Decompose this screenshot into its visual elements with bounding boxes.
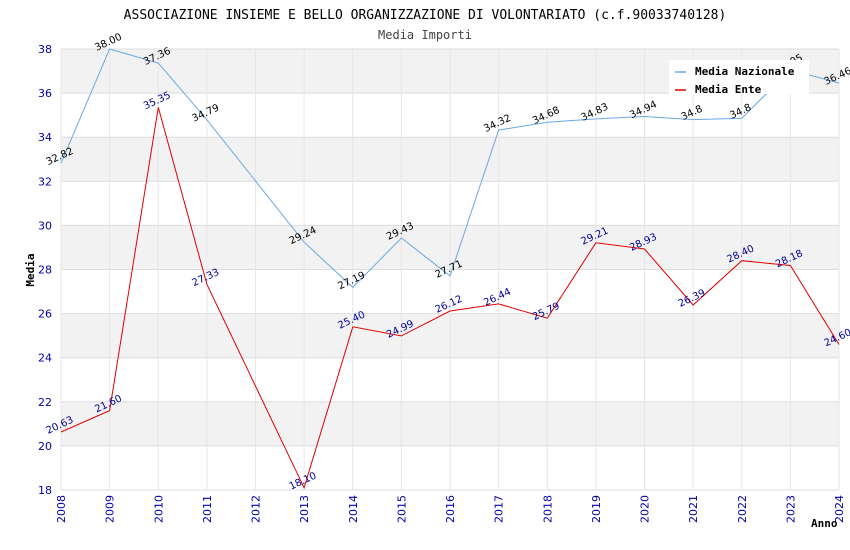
x-tick-label: 2023 [784, 495, 797, 523]
x-tick-label: 2021 [687, 495, 700, 523]
data-label-media-nazionale: 34.94 [628, 99, 659, 121]
x-tick-label: 2014 [347, 495, 360, 523]
x-tick-label: 2020 [639, 495, 652, 523]
data-label-media-nazionale: 34.68 [531, 105, 562, 127]
legend-label-media-nazionale: Media Nazionale [695, 65, 795, 78]
data-label-media-ente: 18.10 [288, 470, 319, 492]
data-label-media-nazionale: 34.8 [680, 104, 705, 123]
data-label-media-nazionale: 27.19 [336, 270, 367, 292]
y-tick-label: 24 [38, 352, 52, 365]
series-lines [60, 48, 840, 490]
x-gridlines [60, 49, 840, 490]
y-tick-label: 20 [38, 440, 52, 453]
x-tick-label: 2015 [395, 495, 408, 523]
x-tick-label: 2010 [152, 495, 165, 523]
x-tick-label: 2008 [55, 495, 68, 523]
y-tick-label: 26 [38, 308, 52, 321]
legend: Media Nazionale Media Ente [669, 60, 809, 96]
y-tick-label: 30 [38, 219, 52, 232]
y-axis-label: Media [24, 253, 37, 286]
x-tick-label: 2022 [736, 495, 749, 523]
x-tick-label: 2024 [833, 495, 846, 523]
data-label-media-ente: 26.12 [434, 294, 465, 316]
data-label-media-nazionale: 34.83 [580, 102, 611, 124]
x-tick-label: 2011 [201, 495, 214, 523]
x-tick-label: 2019 [590, 495, 603, 523]
data-label-media-nazionale: 34.32 [482, 113, 513, 135]
legend-box [669, 60, 809, 94]
x-tick-label: 2017 [493, 495, 506, 523]
data-label-media-ente: 26.44 [482, 287, 513, 309]
y-tick-label: 38 [38, 43, 52, 56]
x-tick-label: 2016 [444, 495, 457, 523]
chart-title: ASSOCIAZIONE INSIEME E BELLO ORGANIZZAZI… [124, 8, 727, 23]
x-tick-label: 2013 [298, 495, 311, 523]
x-tick-label: 2012 [250, 495, 263, 523]
legend-label-media-ente: Media Ente [695, 83, 762, 96]
y-tick-label: 36 [38, 87, 52, 100]
data-label-media-ente: 27.33 [191, 267, 222, 289]
y-tick-label: 18 [38, 484, 52, 497]
y-tick-label: 22 [38, 396, 52, 409]
y-tick-label: 34 [38, 131, 52, 144]
chart-subtitle: Media Importi [378, 28, 472, 42]
x-axis-label: Anno [811, 517, 838, 530]
x-tick-label: 2009 [104, 495, 117, 523]
x-tick-labels: 2008 2009 2010 2011 2012 2013 2014 2015 2016 2017… [55, 495, 846, 523]
series-line-media-nazionale [60, 48, 840, 289]
series-line-media-ente [60, 107, 840, 490]
y-tick-labels: 18 20 22 24 26 28 30 32 34 36 38 [38, 43, 52, 497]
x-tick-label: 2018 [541, 495, 554, 523]
y-tick-label: 32 [38, 175, 52, 188]
y-tick-label: 28 [38, 264, 52, 277]
